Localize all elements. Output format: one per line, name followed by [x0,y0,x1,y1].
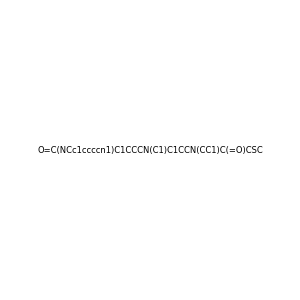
Text: O=C(NCc1ccccn1)C1CCCN(C1)C1CCN(CC1)C(=O)CSC: O=C(NCc1ccccn1)C1CCCN(C1)C1CCN(CC1)C(=O)… [37,146,263,154]
